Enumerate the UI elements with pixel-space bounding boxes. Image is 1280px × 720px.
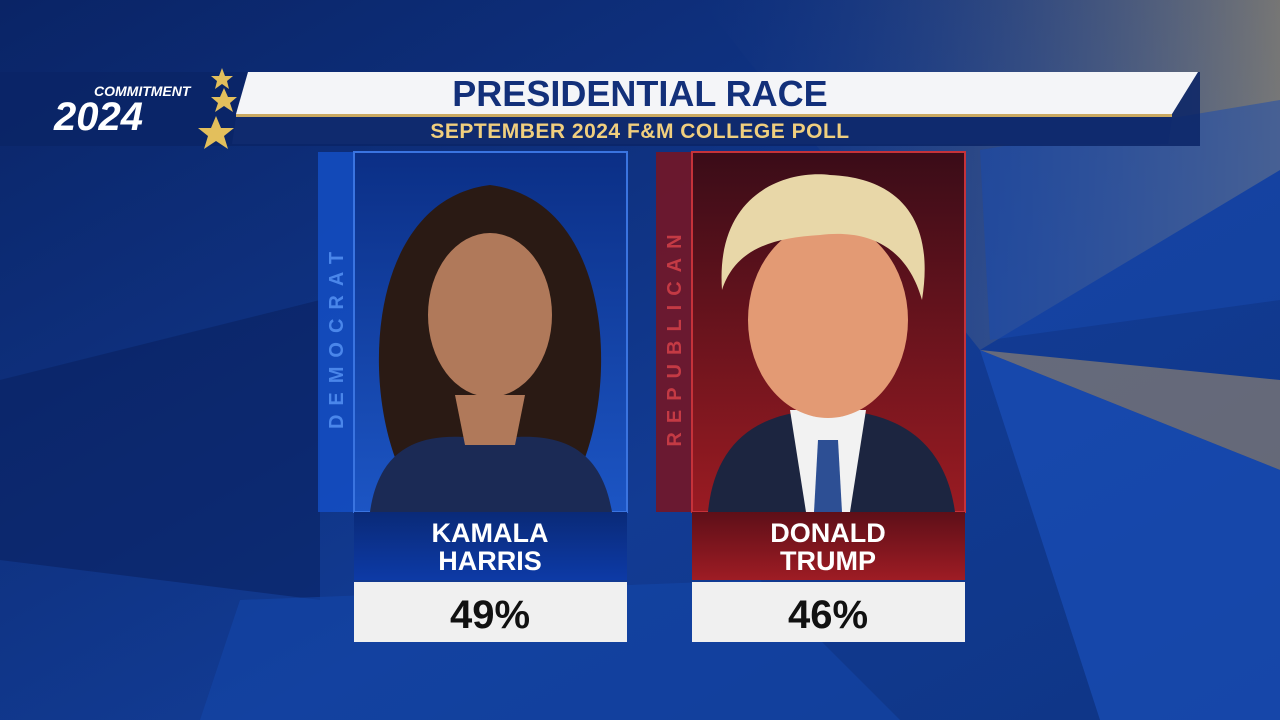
party-strip (318, 152, 354, 512)
result-box (354, 582, 627, 642)
subtitle-banner (232, 117, 1172, 144)
facet (980, 350, 1280, 720)
name-box (692, 512, 965, 580)
facet (980, 100, 1280, 340)
facet (0, 300, 320, 600)
logo-year: 2024 (53, 95, 143, 139)
portrait (370, 185, 612, 512)
result-box (692, 582, 965, 642)
last-name: HARRIS (438, 546, 542, 576)
logo-text: COMMITMENT (94, 83, 192, 99)
first-name: KAMALA (432, 518, 549, 548)
result: 49% (450, 593, 530, 637)
logo-stars (198, 68, 237, 149)
party-label: DEMOCRAT (326, 243, 348, 429)
title-banner (236, 72, 1198, 114)
party-label: REPUBLICAN (664, 225, 686, 446)
last-name: TRUMP (780, 546, 876, 576)
first-name: DONALD (770, 518, 886, 548)
subtitle: SEPTEMBER 2024 F&M COLLEGE POLL (430, 120, 849, 143)
title: PRESIDENTIAL RACE (452, 73, 827, 114)
portrait (708, 174, 955, 512)
name-box (354, 512, 627, 580)
party-strip (656, 152, 692, 512)
result: 46% (788, 593, 868, 637)
gold-rule (236, 114, 1172, 117)
